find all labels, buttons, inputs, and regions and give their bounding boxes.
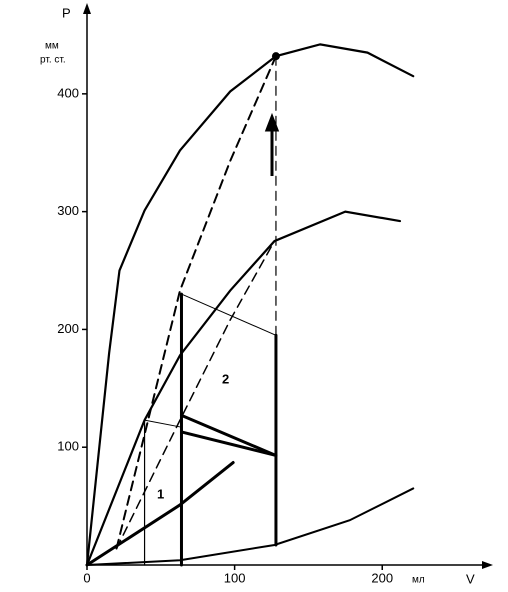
curve bbox=[180, 293, 277, 336]
x-axis-arrow bbox=[482, 561, 493, 569]
curve bbox=[115, 240, 276, 550]
curve bbox=[179, 413, 278, 457]
curve bbox=[85, 210, 402, 567]
y-tick-label: 400 bbox=[57, 85, 79, 100]
curve bbox=[86, 487, 415, 566]
curve bbox=[144, 419, 182, 428]
axes bbox=[86, 6, 490, 566]
y-unit: рт. ст. bbox=[40, 55, 66, 66]
y-tick-label: 300 bbox=[57, 203, 79, 218]
x-unit: мл bbox=[412, 575, 425, 586]
curve bbox=[85, 43, 415, 567]
y-unit: мм bbox=[45, 41, 59, 52]
y-tick-label: 200 bbox=[57, 321, 79, 336]
curve bbox=[115, 55, 277, 550]
curve bbox=[179, 430, 278, 457]
x-tick-label: 200 bbox=[371, 570, 393, 585]
curve bbox=[85, 461, 235, 567]
point bbox=[271, 52, 280, 61]
x-tick-label: 100 bbox=[224, 570, 246, 585]
x-label: V bbox=[466, 571, 475, 586]
region-label: 1 bbox=[157, 486, 164, 501]
y-tick-label: 100 bbox=[57, 439, 79, 454]
region-label: 2 bbox=[222, 371, 229, 386]
y-label: P bbox=[62, 5, 71, 20]
arrow bbox=[264, 112, 280, 176]
x-tick-label: 0 bbox=[83, 570, 90, 585]
y-axis-arrow bbox=[83, 3, 91, 14]
